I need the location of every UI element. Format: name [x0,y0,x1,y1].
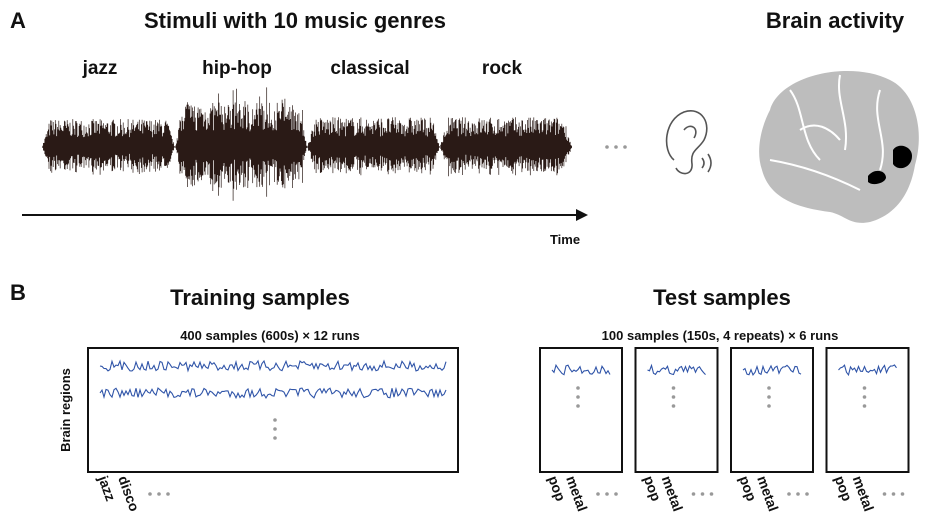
ellipsis-dot [671,395,676,399]
panel-title: Stimuli with 10 music genres [144,8,446,33]
ellipsis-dot [671,386,676,390]
ellipsis-dot [691,492,696,496]
ellipsis-dot [900,492,905,496]
ellipsis-dot [796,492,800,496]
brain-icon [759,71,919,223]
ellipsis-dot [614,492,618,496]
signal-trace [551,363,611,376]
section-subtitle: 400 samples (600s) × 12 runs [180,328,360,343]
ellipsis [605,145,627,149]
section-title: Test samples [653,285,791,310]
ellipsis-dot [862,395,867,399]
sample-label: disco [115,474,143,514]
ellipsis-dot [596,492,600,496]
ellipsis-dot [273,418,277,422]
axis-label: Time [550,232,580,247]
ellipsis-dot [576,395,580,399]
section-subtitle: 100 samples (150s, 4 repeats) × 6 runs [602,328,839,343]
y-axis-label: Brain regions [58,368,73,452]
sample-box [730,347,814,473]
sample-label: jazz [95,473,119,504]
signal-trace [647,363,706,376]
ellipsis-dot [576,404,580,408]
signal-trace [838,364,897,377]
ellipsis-dot [605,492,609,496]
ellipsis-dot [767,386,771,390]
genre-label: jazz [82,58,118,79]
ellipsis-dot [709,492,714,496]
sample-box [539,347,623,473]
signal-trace [99,359,447,373]
ellipsis-dot [787,492,791,496]
signal-trace [742,364,802,376]
ellipsis-dot [576,386,580,390]
ellipsis [148,492,170,496]
signal-trace [99,386,447,400]
ellipsis-dot [862,386,867,390]
sample-box [825,347,910,473]
section-title: Training samples [170,285,350,310]
sample-box [634,347,719,473]
ellipsis-dot [700,492,705,496]
genre-label: rock [482,58,523,79]
ellipsis-dot [273,427,277,431]
ear-icon [665,110,712,175]
brain-title: Brain activity [766,8,905,33]
ellipsis-dot [882,492,887,496]
ellipsis-dot [862,404,867,408]
panel-label: B [10,280,26,305]
arrow-head [576,209,588,221]
ellipsis-dot [273,436,277,440]
sample-box [87,347,459,473]
ellipsis-dot [767,404,771,408]
waveform [42,87,572,201]
waveform-path [42,87,572,201]
ellipsis-dot [805,492,809,496]
ellipsis-dot [891,492,896,496]
genre-label: hip-hop [202,58,272,79]
genre-label: classical [330,58,409,79]
panel-label: A [10,8,26,33]
ellipsis-dot [767,395,771,399]
ellipsis-dot [671,404,676,408]
